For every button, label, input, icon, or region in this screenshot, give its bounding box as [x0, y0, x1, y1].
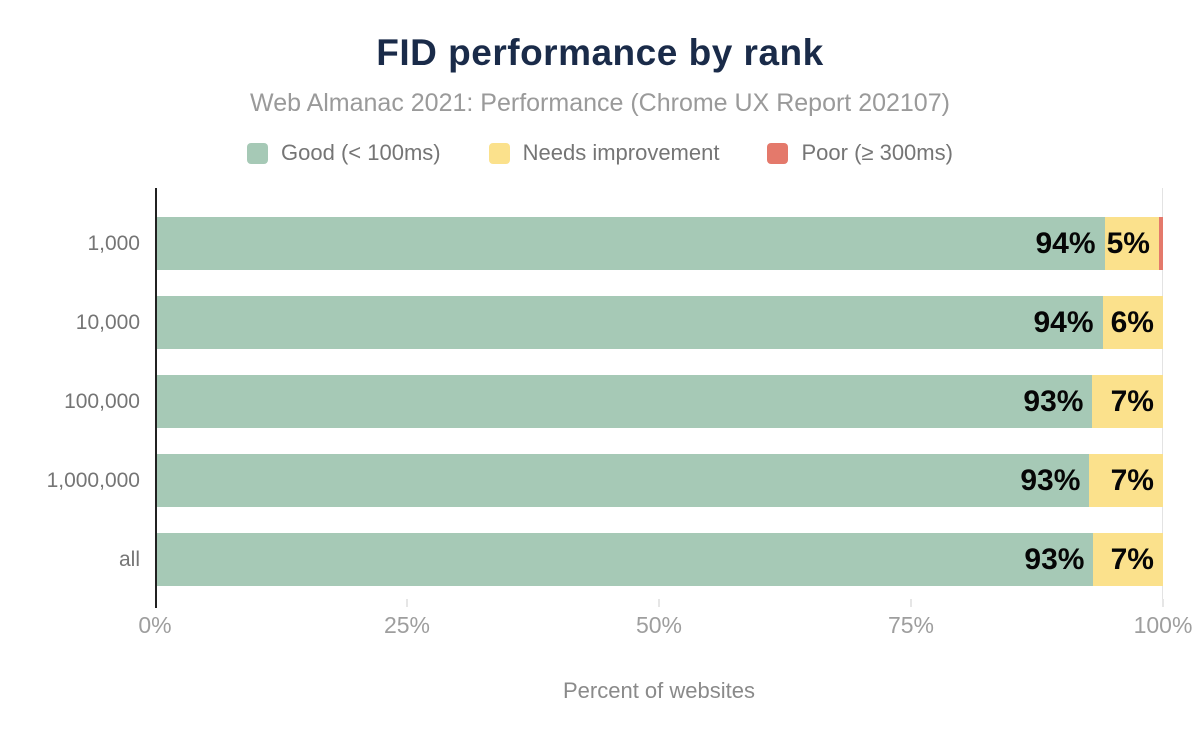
bar-value-label: 94% [1035, 226, 1096, 260]
bar-segment-needs_improvement[interactable]: 7% [1092, 375, 1163, 428]
bar-segment-poor[interactable] [1158, 217, 1163, 270]
bar-row: 10,000 94% 6% [0, 283, 1163, 362]
chart-subtitle: Web Almanac 2021: Performance (Chrome UX… [250, 89, 950, 117]
bar-segment-good[interactable]: 93% [155, 454, 1090, 507]
bar-rows: 1,000 94% 5% 10,000 94% 6% 100,000 93% 7% 1,000,0… [0, 204, 1163, 599]
bar-value-label: 7% [1110, 542, 1154, 576]
x-axis-ticks [155, 599, 1164, 608]
bar-segment-needs_improvement[interactable]: 5% [1104, 217, 1159, 270]
x-axis-tick-label: 100% [1133, 612, 1193, 638]
legend-item-poor: Poor (≥ 300ms) [767, 140, 953, 166]
y-axis-category-label: 1,000,000 [46, 468, 140, 492]
x-axis-tick-mark [406, 599, 408, 607]
bar-track: 93% 7% [155, 454, 1163, 507]
x-axis-tick-label: 75% [887, 612, 935, 638]
y-axis-category-label: 10,000 [75, 310, 140, 334]
bar-segment-needs_improvement[interactable]: 7% [1089, 454, 1163, 507]
bar-value-label: 93% [1023, 384, 1084, 418]
bar-row: 1,000 94% 5% [0, 204, 1163, 283]
legend-label: Needs improvement [522, 140, 720, 165]
legend-swatch-icon [247, 142, 269, 164]
y-axis-category-label: 1,000 [87, 231, 140, 255]
bar-segment-needs_improvement[interactable]: 7% [1093, 533, 1163, 586]
bar-track: 93% 7% [155, 533, 1163, 586]
x-axis-tick-mark [1162, 599, 1164, 607]
legend-swatch-icon [767, 142, 789, 164]
legend-swatch-icon [488, 142, 510, 164]
bar-row: 1,000,000 93% 7% [0, 441, 1163, 520]
x-axis-tick-label: 25% [383, 612, 431, 638]
bar-value-label: 5% [1106, 226, 1150, 260]
x-axis-tick-label: 50% [635, 612, 683, 638]
bar-segment-good[interactable]: 94% [155, 296, 1103, 349]
bar-segment-good[interactable]: 94% [155, 217, 1105, 270]
legend-label: Good (< 100ms) [281, 140, 441, 165]
bar-track: 94% 6% [155, 296, 1163, 349]
x-axis-title: Percent of websites [563, 678, 755, 703]
bar-value-label: 6% [1110, 305, 1154, 339]
bar-value-label: 7% [1110, 463, 1154, 497]
y-axis-line [155, 188, 157, 608]
bar-value-label: 93% [1024, 542, 1085, 576]
bar-row: 100,000 93% 7% [0, 362, 1163, 441]
bar-value-label: 94% [1033, 305, 1094, 339]
bar-track: 93% 7% [155, 375, 1163, 428]
x-axis-tick-mark [658, 599, 660, 607]
y-axis-category-label: 100,000 [64, 389, 140, 413]
legend-label: Poor (≥ 300ms) [801, 140, 953, 165]
x-axis-tick-mark [910, 599, 912, 607]
legend-item-good: Good (< 100ms) [247, 140, 441, 166]
bar-value-label: 7% [1110, 384, 1154, 418]
bar-value-label: 93% [1020, 463, 1081, 497]
bar-segment-good[interactable]: 93% [155, 375, 1093, 428]
chart-title: FID performance by rank [376, 32, 824, 73]
plot-area: 1,000 94% 5% 10,000 94% 6% 100,000 93% 7% 1,000,0… [0, 188, 1200, 703]
x-axis-tick-label: 0% [138, 612, 172, 638]
bar-segment-needs_improvement[interactable]: 6% [1102, 296, 1163, 349]
bar-row: all 93% 7% [0, 520, 1163, 599]
bar-track: 94% 5% [155, 217, 1163, 270]
bar-segment-good[interactable]: 93% [155, 533, 1094, 586]
legend: Good (< 100ms) Needs improvement Poor (≥ 3… [0, 140, 1200, 166]
legend-item-needs_improvement: Needs improvement [488, 140, 720, 166]
x-axis-labels: 0% 25% 50% 75% 100% [138, 612, 1192, 640]
y-axis-category-label: all [118, 547, 140, 571]
